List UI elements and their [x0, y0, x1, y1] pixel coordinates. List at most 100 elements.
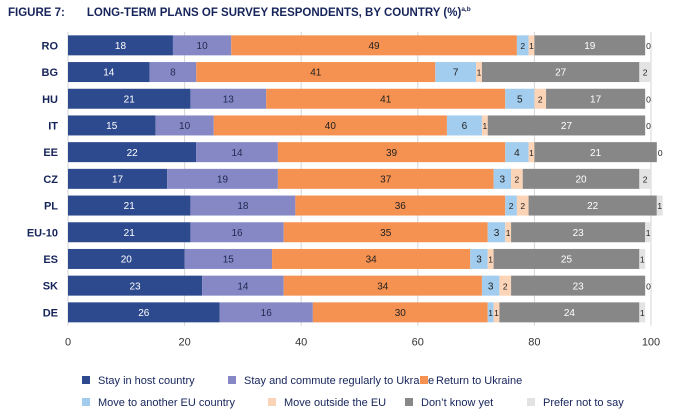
legend-label-stay-in-host-country: Stay in host country [98, 375, 195, 387]
category-label-hu: HU [42, 94, 58, 106]
category-label-es: ES [43, 254, 58, 266]
data-label-ee-stay-in-host-country: 22 [127, 148, 139, 159]
data-label-es-prefer-not-to-say: 1 [640, 255, 645, 265]
data-label-pl-stay-in-host-country: 21 [124, 201, 136, 212]
bar-cz-move-outside-the-eu [511, 168, 523, 189]
bar-eu-10-return-to-ukraine [283, 222, 488, 243]
data-label-eu-10-move-outside-the-eu: 1 [506, 228, 511, 238]
bar-cz-don-t-know-yet [522, 168, 640, 189]
data-label-de-stay-in-host-country: 26 [138, 308, 150, 319]
legend-label-return-to-ukraine: Return to Ukraine [436, 375, 522, 387]
bar-ee-stay-in-host-country [68, 142, 197, 163]
data-label-ee-don-t-know-yet: 21 [590, 148, 602, 159]
data-label-ee-stay-and-commute-regularly-to-ukraine: 14 [232, 148, 244, 159]
data-label-eu-10-stay-in-host-country: 21 [124, 228, 136, 239]
bar-sk-stay-and-commute-regularly-to-ukraine [202, 275, 284, 296]
category-labels: RO BG HU IT EE CZ PL EU-10 ES SK DE [27, 40, 59, 319]
chart-title: FIGURE 7: LONG-TERM PLANS OF SURVEY RESPO… [8, 6, 471, 19]
bar-it-stay-in-host-country [68, 115, 156, 136]
category-label-de: DE [43, 307, 58, 319]
data-label-cz-stay-in-host-country: 17 [112, 174, 124, 185]
data-label-ro-stay-and-commute-regularly-to-ukraine: 10 [197, 41, 209, 52]
data-label-sk-stay-in-host-country: 23 [129, 281, 141, 292]
data-label-bg-don-t-know-yet: 27 [555, 68, 567, 79]
bar-bg-move-to-another-eu-country [435, 62, 477, 83]
bar-de-stay-and-commute-regularly-to-ukraine [219, 302, 313, 323]
data-label-es-don-t-know-yet: 25 [561, 255, 573, 266]
data-label-ee-prefer-not-to-say: 0 [658, 148, 663, 158]
data-label-sk-return-to-ukraine: 34 [377, 281, 389, 292]
x-tick-label-40: 40 [295, 337, 307, 349]
data-label-sk-move-outside-the-eu: 2 [503, 281, 508, 291]
legend-label-prefer-not-to-say: Prefer not to say [543, 397, 624, 409]
bar-eu-10-don-t-know-yet [511, 222, 646, 243]
bar-pl-prefer-not-to-say [656, 195, 663, 216]
legend-label-stay-and-commute-regularly-to-ukraine: Stay and commute regularly to Ukraine [244, 375, 434, 387]
data-label-hu-don-t-know-yet: 17 [590, 94, 602, 105]
legend-swatch-don-t-know-yet [405, 398, 413, 406]
bar-es-prefer-not-to-say [639, 248, 646, 269]
bar-ro-move-outside-the-eu [528, 35, 535, 56]
category-label-ee: EE [43, 147, 58, 159]
bar-cz-move-to-another-eu-country [493, 168, 512, 189]
data-label-ee-move-outside-the-eu: 1 [529, 148, 534, 158]
data-label-hu-return-to-ukraine: 41 [380, 94, 392, 105]
bar-bg-stay-and-commute-regularly-to-ukraine [149, 62, 197, 83]
x-tick-label-0: 0 [65, 337, 71, 349]
bar-de-return-to-ukraine [312, 302, 488, 323]
bar-hu-don-t-know-yet [546, 88, 646, 109]
data-label-pl-stay-and-commute-regularly-to-ukraine: 18 [237, 201, 249, 212]
bar-it-move-to-another-eu-country [446, 115, 482, 136]
data-label-de-return-to-ukraine: 30 [395, 308, 407, 319]
legend-label-move-outside-the-eu: Move outside the EU [284, 397, 386, 409]
bar-es-return-to-ukraine [272, 248, 471, 269]
data-label-de-move-to-another-eu-country: 1 [488, 308, 493, 318]
bar-de-move-to-another-eu-country [487, 302, 494, 323]
legend-swatch-stay-in-host-country [82, 376, 90, 384]
data-label-it-move-outside-the-eu: 1 [482, 121, 487, 131]
bar-it-return-to-ukraine [213, 115, 447, 136]
bar-hu-stay-and-commute-regularly-to-ukraine [190, 88, 267, 109]
bar-de-move-outside-the-eu [493, 302, 500, 323]
legend-label-don-t-know-yet: Don’t know yet [421, 397, 493, 409]
chart-title-text: LONG-TERM PLANS OF SURVEY RESPONDENTS, B… [86, 6, 462, 19]
bar-pl-move-to-another-eu-country [505, 195, 517, 216]
data-label-ro-stay-in-host-country: 18 [115, 41, 127, 52]
bar-hu-move-outside-the-eu [534, 88, 547, 109]
category-label-eu-10: EU-10 [27, 227, 58, 239]
bar-es-don-t-know-yet [493, 248, 640, 269]
legend-swatch-stay-and-commute-regularly-to-ukraine [228, 376, 236, 384]
bar-hu-move-to-another-eu-country [505, 88, 535, 109]
figure-label: FIGURE 7: [8, 6, 65, 19]
data-label-pl-prefer-not-to-say: 1 [657, 201, 662, 211]
bar-cz-stay-in-host-country [68, 168, 168, 189]
data-label-bg-move-outside-the-eu: 1 [477, 68, 482, 78]
bar-it-move-outside-the-eu [481, 115, 488, 136]
data-label-es-return-to-ukraine: 34 [366, 255, 378, 266]
bar-es-stay-in-host-country [68, 248, 185, 269]
data-label-pl-move-outside-the-eu: 2 [520, 201, 525, 211]
data-label-bg-move-to-another-eu-country: 7 [453, 68, 459, 79]
bar-it-don-t-know-yet [487, 115, 646, 136]
bar-es-stay-and-commute-regularly-to-ukraine [184, 248, 273, 269]
bar-de-stay-in-host-country [68, 302, 220, 323]
bar-hu-return-to-ukraine [266, 88, 506, 109]
data-label-ro-return-to-ukraine: 49 [369, 41, 381, 52]
data-label-ro-prefer-not-to-say: 0 [646, 41, 651, 51]
bar-eu-10-stay-and-commute-regularly-to-ukraine [190, 222, 284, 243]
bar-es-move-to-another-eu-country [470, 248, 488, 269]
bar-bg-stay-in-host-country [68, 62, 150, 83]
data-label-de-move-outside-the-eu: 1 [494, 308, 499, 318]
data-label-bg-stay-in-host-country: 14 [103, 68, 115, 79]
bar-sk-move-outside-the-eu [499, 275, 512, 296]
data-label-pl-move-to-another-eu-country: 2 [509, 201, 514, 211]
bar-pl-stay-in-host-country [68, 195, 191, 216]
data-label-it-stay-and-commute-regularly-to-ukraine: 10 [179, 121, 191, 132]
bar-ro-move-to-another-eu-country [516, 35, 529, 56]
data-label-pl-return-to-ukraine: 36 [395, 201, 407, 212]
bar-bg-move-outside-the-eu [476, 62, 482, 83]
data-label-eu-10-stay-and-commute-regularly-to-ukraine: 16 [232, 228, 244, 239]
bar-cz-prefer-not-to-say [639, 168, 651, 189]
data-label-it-don-t-know-yet: 27 [561, 121, 573, 132]
